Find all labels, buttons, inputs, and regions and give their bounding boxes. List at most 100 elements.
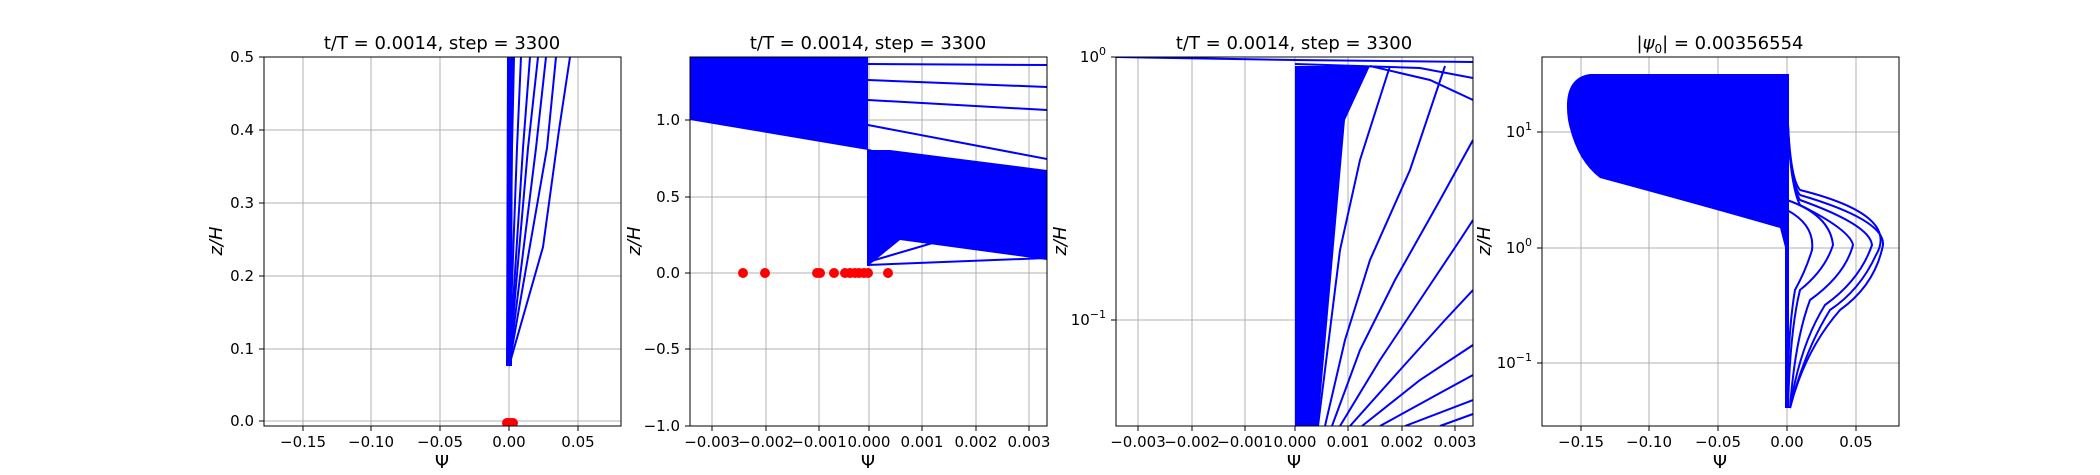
y-tick-label: 100	[1080, 45, 1106, 66]
x-tick-label: −0.001	[1217, 433, 1273, 451]
y-axis-label: z/H	[624, 226, 645, 257]
chart-title: t/T = 0.0014, step = 3300	[324, 33, 560, 54]
y-tick-label: 10−1	[1071, 308, 1106, 329]
x-tick-label: −0.10	[1626, 433, 1672, 451]
y-tick-label: 0.0	[230, 412, 254, 430]
data-point	[738, 268, 748, 278]
y-tick-label: −0.5	[644, 340, 680, 358]
x-tick-label: 0.000	[1274, 433, 1317, 451]
data-point	[883, 268, 893, 278]
x-tick-label: −0.002	[1164, 433, 1220, 451]
series-line	[1339, 219, 1473, 426]
series-line	[1379, 374, 1473, 426]
series-line	[1786, 199, 1835, 409]
x-tick-label: 0.05	[561, 433, 594, 451]
series-line	[1331, 139, 1473, 426]
ticks-1	[259, 56, 579, 431]
series-line	[1369, 65, 1473, 101]
series-line	[508, 57, 547, 367]
series-line	[867, 257, 1047, 266]
subplot-1: −0.15 −0.10 −0.05 0.00 0.05 0.0 0.1 0.2 …	[206, 33, 622, 473]
series-line	[1404, 399, 1473, 426]
x-tick-label: −0.003	[684, 433, 740, 451]
plot-area-4	[1566, 73, 1885, 409]
x-tick-label: −0.002	[738, 433, 794, 451]
plot-area-1	[502, 57, 571, 426]
chart-title: t/T = 0.0014, step = 3300	[750, 33, 986, 54]
y-tick-label: 0.0	[656, 264, 680, 282]
series-line	[867, 149, 1047, 191]
data-point	[815, 268, 825, 278]
x-tick-label: 0.003	[1434, 433, 1477, 451]
axes-frame-4	[1541, 56, 1900, 427]
x-tick-label: −0.05	[1695, 433, 1741, 451]
data-point	[863, 268, 873, 278]
filled-bundle-upper	[690, 57, 868, 150]
series-line	[1349, 289, 1473, 426]
chart-title-rest: | = 0.00356554	[1662, 33, 1803, 54]
series-line	[690, 92, 1047, 111]
x-axis-label: Ψ	[1287, 452, 1301, 473]
series-line	[1786, 73, 1874, 409]
x-tick-label: 0.002	[1381, 433, 1424, 451]
series-line	[1361, 344, 1473, 426]
y-axis-label: z/H	[1050, 226, 1071, 257]
y-tick-label: 0.1	[230, 340, 254, 358]
x-tick-label: 0.002	[955, 433, 998, 451]
grid-3	[1116, 56, 1473, 426]
series-line	[1294, 63, 1473, 79]
chart-title-sub: 0	[1654, 42, 1662, 56]
x-tick-label: 0.001	[901, 433, 944, 451]
x-tick-label: −0.15	[1558, 433, 1604, 451]
y-tick-label: −1.0	[644, 417, 680, 435]
y-tick-label: 100	[1506, 236, 1532, 257]
chart-title-main: |ψ	[1637, 33, 1656, 54]
data-point	[760, 268, 770, 278]
x-axis-label: Ψ	[1713, 452, 1727, 473]
y-tick-label: 0.5	[230, 48, 254, 66]
x-tick-label: −0.003	[1110, 433, 1166, 451]
y-tick-label: 0.5	[656, 188, 680, 206]
y-axis-label: z/H	[1474, 226, 1495, 257]
plot-area-2	[690, 57, 1047, 278]
y-axis-label: z/H	[206, 226, 227, 257]
x-axis-label: Ψ	[435, 452, 449, 473]
series-line	[508, 57, 539, 367]
series-line	[1786, 73, 1855, 409]
x-tick-label: −0.001	[791, 433, 847, 451]
x-tick-label: −0.10	[348, 433, 394, 451]
x-tick-label: 0.001	[1327, 433, 1370, 451]
plot-area-3	[1116, 57, 1473, 426]
series-line	[508, 57, 571, 367]
series-line	[508, 57, 531, 367]
y-tick-label: 0.2	[230, 267, 254, 285]
x-tick-label: 0.00	[492, 433, 525, 451]
chart-title: |ψ0| = 0.00356554	[1637, 33, 1804, 56]
x-tick-label: 0.000	[848, 433, 891, 451]
axes-frame-1	[263, 56, 622, 427]
subplot-2: −0.003 −0.002 −0.001 0.000 0.001 0.002 0…	[624, 33, 1050, 473]
y-tick-label: 0.4	[230, 121, 254, 139]
x-tick-label: 0.003	[1008, 433, 1051, 451]
ticks-2	[685, 119, 1030, 431]
series-line	[867, 149, 1047, 206]
series-line	[1324, 65, 1446, 426]
ticks-3	[1111, 56, 1456, 431]
filled-bundle-core	[868, 150, 1047, 266]
series-line	[867, 224, 1047, 263]
chart-title: t/T = 0.0014, step = 3300	[1176, 33, 1412, 54]
data-point	[508, 418, 518, 426]
x-tick-label: 0.05	[1839, 433, 1872, 451]
filled-bundle	[1295, 66, 1370, 426]
series-line	[1786, 73, 1882, 409]
series-line	[1317, 65, 1391, 426]
y-tick-label: 10−1	[1497, 351, 1532, 372]
y-tick-label: 0.3	[230, 194, 254, 212]
x-tick-label: −0.05	[417, 433, 463, 451]
subplot-3: −0.003 −0.002 −0.001 0.000 0.001 0.002 0…	[1050, 33, 1476, 473]
series-line	[1439, 413, 1473, 426]
grid-1	[264, 57, 621, 426]
x-tick-label: 0.00	[1770, 433, 1803, 451]
filled-bundle	[1566, 74, 1787, 255]
x-axis-label: Ψ	[861, 452, 875, 473]
